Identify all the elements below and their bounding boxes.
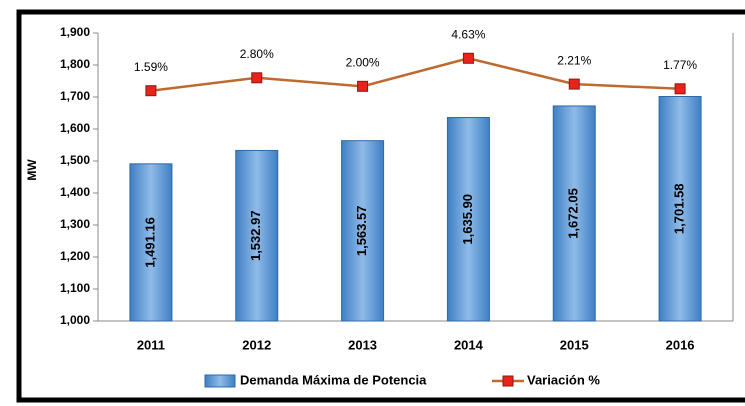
- line-value-label: 4.63%: [451, 27, 485, 41]
- bar: [235, 149, 279, 322]
- x-tick-label: 2015: [560, 337, 589, 352]
- line-value-label: 1.59%: [134, 60, 168, 74]
- bar-value-label: 1,563.57: [354, 206, 369, 257]
- marker: [568, 78, 580, 90]
- y-tick-label: 1,500: [60, 153, 90, 167]
- line-value-label: 2.00%: [346, 56, 380, 70]
- y-axis-label: MW: [25, 159, 39, 181]
- legend-swatch-marker: [502, 375, 514, 387]
- x-tick-label: 2012: [242, 337, 271, 352]
- bar: [129, 163, 173, 322]
- marker: [357, 80, 369, 92]
- x-tick-label: 2013: [348, 337, 377, 352]
- x-tick-label: 2016: [666, 337, 695, 352]
- bar-value-label: 1,532.97: [248, 210, 263, 261]
- x-tick-label: 2014: [454, 337, 484, 352]
- bar-value-label: 1,672.05: [566, 188, 581, 239]
- marker: [462, 52, 474, 64]
- bar-value-label: 1,491.16: [142, 217, 157, 268]
- y-tick-label: 1,800: [60, 57, 90, 71]
- x-tick-label: 2011: [137, 337, 165, 352]
- bar: [658, 95, 702, 322]
- line-value-label: 2.21%: [557, 53, 591, 67]
- bar-value-label: 1,701.58: [672, 183, 687, 234]
- y-tick-label: 1,000: [60, 313, 90, 327]
- marker: [145, 85, 157, 97]
- legend-label: Variación %: [527, 372, 600, 387]
- line-value-label: 2.80%: [240, 47, 274, 61]
- bar: [446, 117, 490, 322]
- y-tick-label: 1,700: [60, 89, 90, 103]
- bar: [552, 105, 596, 322]
- marker: [251, 72, 263, 84]
- bar-value-label: 1,635.90: [460, 194, 475, 245]
- frame: [16, 9, 745, 403]
- bar: [341, 140, 385, 322]
- y-tick-label: 1,400: [60, 185, 90, 199]
- y-tick-label: 1,900: [60, 25, 90, 39]
- y-tick-label: 1,300: [60, 217, 90, 231]
- line-value-label: 1.77%: [663, 58, 697, 72]
- y-tick-label: 1,600: [60, 121, 90, 135]
- legend-label: Demanda Máxima de Potencia: [240, 372, 427, 387]
- marker: [674, 83, 686, 95]
- y-tick-label: 1,200: [60, 249, 90, 263]
- y-tick-label: 1,100: [60, 281, 90, 295]
- line: [150, 56, 681, 92]
- legend-swatch: [204, 374, 236, 388]
